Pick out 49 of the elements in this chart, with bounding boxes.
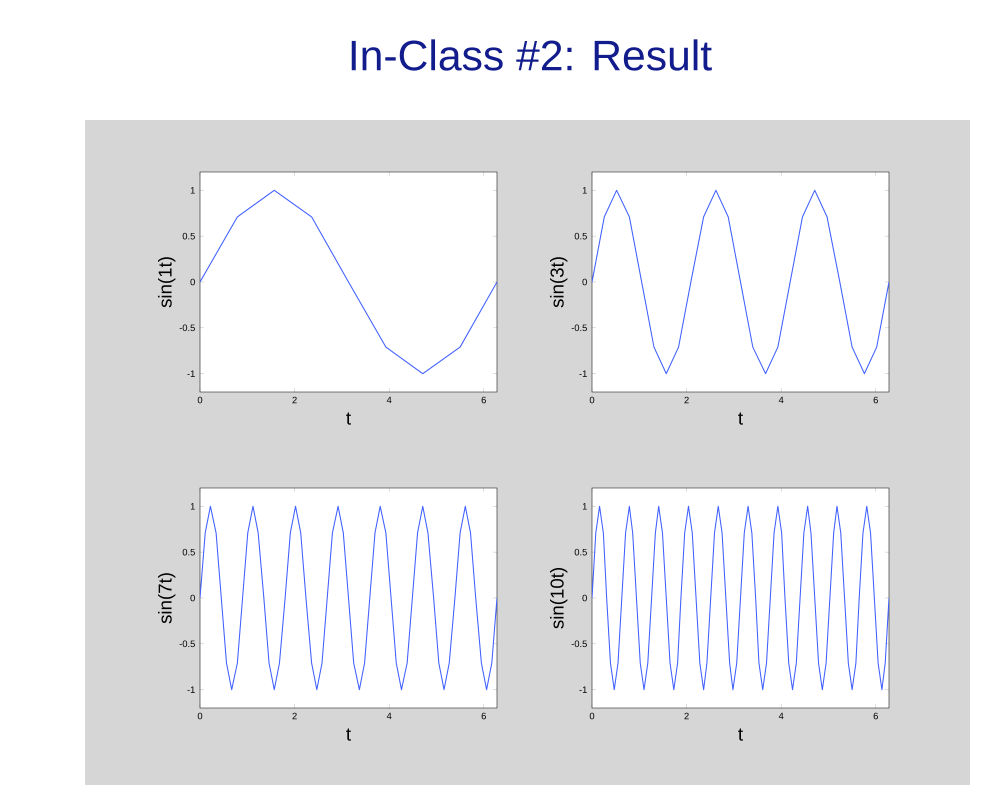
y-tick-label: 0.5 [182, 548, 195, 556]
y-tick-label: 0 [582, 278, 587, 286]
x-tick-label: 4 [778, 712, 784, 720]
y-tick-label: 1 [582, 187, 587, 194]
y-tick-label: -0.5 [180, 324, 195, 332]
x-tick-label: 2 [292, 396, 297, 404]
y-tick-label: -0.5 [180, 640, 195, 648]
y-tick-label: 1 [582, 503, 587, 510]
y-tick-label: -1 [187, 686, 195, 693]
y-axis-title: sin(3t) [550, 257, 568, 308]
y-axis-title: sin(7t) [158, 573, 176, 624]
x-tick-label: 6 [482, 396, 486, 404]
y-tick-label: 0.5 [574, 232, 587, 240]
y-tick-label: 0 [582, 594, 587, 602]
line-series [592, 190, 889, 374]
x-axis-title: t [346, 412, 351, 425]
x-tick-label: 4 [386, 396, 392, 404]
y-tick-label: 1 [190, 187, 195, 194]
x-tick-label: 4 [778, 396, 784, 404]
y-tick-label: -1 [187, 370, 195, 377]
x-tick-label: 2 [684, 396, 689, 404]
x-axis-title: t [738, 728, 743, 741]
x-tick-label: 6 [482, 712, 486, 720]
x-tick-label: 2 [292, 712, 297, 720]
x-axis-title: t [738, 412, 743, 425]
y-tick-label: 1 [190, 503, 195, 510]
y-tick-label: 0 [190, 594, 195, 602]
y-tick-label: -1 [579, 370, 587, 377]
x-tick-label: 6 [874, 712, 878, 720]
y-axis-title: sin(1t) [158, 257, 176, 308]
line-series [592, 506, 889, 690]
y-tick-label: -0.5 [572, 324, 587, 332]
line-series [200, 190, 497, 374]
y-tick-label: 0.5 [574, 548, 587, 556]
y-tick-label: -0.5 [572, 640, 587, 648]
y-tick-label: 0.5 [182, 232, 195, 240]
x-axis-title: t [346, 728, 351, 741]
x-tick-label: 0 [590, 396, 594, 404]
x-tick-label: 0 [590, 712, 594, 720]
line-series [200, 506, 497, 690]
x-tick-label: 0 [198, 712, 202, 720]
x-tick-label: 0 [198, 396, 202, 404]
y-tick-label: -1 [579, 686, 587, 693]
x-tick-label: 2 [684, 712, 689, 720]
chart-title: In-Class #2: Result [352, 39, 712, 71]
x-tick-label: 4 [386, 712, 392, 720]
y-axis-title: sin(10t) [550, 568, 568, 629]
y-tick-label: 0 [190, 278, 195, 286]
x-tick-label: 6 [874, 396, 878, 404]
